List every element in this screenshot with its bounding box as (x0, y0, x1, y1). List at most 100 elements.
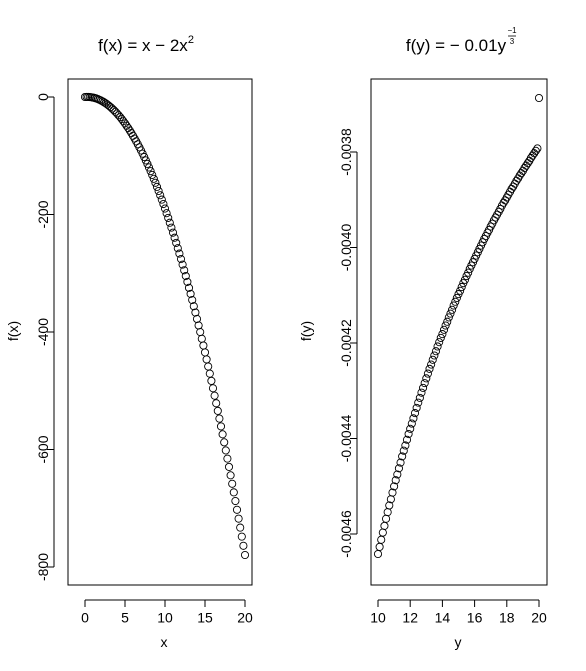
left-data-point (189, 302, 198, 311)
right-plot-panel: f(y) = − 0.01y −1 3 10 12 14 16 18 20 -0.0038… (298, 26, 548, 650)
right-plot-frame (370, 78, 548, 586)
right-y-axis: -0.0038 -0.0040 -0.0042 -0.0044 -0.0046 (338, 128, 358, 558)
left-data-point (183, 277, 192, 286)
left-x-tick-label: 10 (157, 609, 173, 625)
right-data-point (444, 313, 453, 322)
left-data-point (239, 541, 248, 550)
left-data-point (200, 348, 210, 357)
right-data-point (385, 501, 394, 510)
left-data-point (181, 271, 190, 281)
left-y-axis-label: f(x) (5, 321, 21, 341)
left-data-point (204, 362, 213, 371)
left-data-point (220, 438, 229, 447)
right-data-point (436, 333, 445, 342)
left-data-point (191, 308, 200, 317)
right-data-point (393, 470, 402, 479)
right-data-point (435, 338, 444, 347)
left-x-tick-label: 0 (81, 609, 89, 625)
left-plot-panel: f(x) = x − 2x2 0 5 10 15 20 0 -200 -400 -600 -80… (5, 34, 253, 650)
left-data-point (170, 233, 179, 242)
left-data-point (168, 228, 178, 237)
left-data-point (160, 204, 170, 213)
right-data-point (430, 351, 439, 360)
left-data-point (178, 260, 187, 269)
right-data-point (383, 508, 392, 517)
right-data-point (533, 144, 542, 153)
left-data-point (218, 430, 227, 439)
right-data-point (460, 275, 469, 284)
left-data-point (223, 454, 232, 463)
right-y-axis-label: f(y) (298, 321, 314, 341)
left-data-point (175, 249, 184, 258)
right-data-point (464, 268, 473, 277)
right-data-point (378, 528, 387, 537)
left-data-point (165, 218, 174, 227)
left-y-axis: 0 -200 -400 -600 -800 (35, 93, 55, 581)
right-x-axis-label: y (455, 634, 462, 650)
right-y-tick-label: -0.0046 (338, 510, 354, 558)
left-data-point (159, 199, 168, 209)
left-y-tick-label: -200 (35, 200, 51, 228)
left-data-point (212, 399, 221, 408)
right-data-point (446, 309, 455, 318)
right-data-point (457, 282, 466, 292)
right-y-tick-label: -0.0040 (338, 224, 354, 272)
left-x-axis: 0 5 10 15 20 (81, 599, 253, 625)
right-title-exponent-denominator: 3 (510, 37, 515, 46)
left-data-point (164, 213, 173, 222)
left-data-point (149, 174, 158, 183)
left-data-point (237, 532, 246, 541)
left-data-point (180, 266, 189, 275)
left-data-point (192, 314, 202, 324)
left-data-point (234, 514, 243, 523)
right-x-axis: 10 12 14 16 18 20 (370, 599, 547, 625)
left-data-point (194, 321, 203, 330)
left-data-point (226, 471, 235, 480)
right-data-point (394, 464, 403, 473)
right-data-point (439, 325, 449, 334)
left-data-point (229, 488, 238, 497)
left-data-point (148, 170, 157, 179)
left-data-point (188, 295, 197, 305)
right-y-tick-label: -0.0038 (338, 128, 354, 176)
left-data-point (151, 178, 160, 187)
left-data-point (157, 195, 166, 204)
left-x-tick-label: 5 (121, 609, 129, 625)
left-data-points (80, 92, 250, 560)
left-x-tick-label: 15 (197, 609, 213, 625)
right-data-point (391, 476, 400, 485)
right-data-point (380, 521, 389, 530)
right-x-tick-label: 12 (402, 609, 418, 625)
right-plot-title-exponent: −1 3 (507, 26, 517, 46)
right-data-point (375, 542, 384, 551)
left-data-point (221, 446, 230, 455)
left-data-point (208, 384, 218, 393)
left-data-point (176, 255, 186, 264)
left-data-point (236, 523, 245, 532)
right-x-tick-label: 18 (499, 609, 515, 625)
right-data-point (409, 414, 418, 423)
right-data-point (377, 535, 386, 544)
right-data-point (456, 286, 465, 295)
right-data-point (396, 458, 405, 467)
right-x-tick-label: 20 (531, 609, 547, 625)
right-data-point (452, 293, 461, 302)
right-data-point (423, 369, 432, 378)
right-data-point (449, 301, 458, 310)
left-data-point (154, 186, 163, 196)
right-data-point (422, 374, 431, 383)
right-data-point (433, 342, 442, 351)
left-y-tick-label: -600 (35, 435, 51, 463)
left-data-point (216, 422, 226, 431)
right-data-point (417, 388, 426, 397)
right-data-point (401, 441, 410, 450)
right-data-points (373, 93, 544, 559)
right-data-point (390, 482, 399, 491)
right-plot-title: f(y) = − 0.01y (406, 36, 507, 55)
right-y-tick-label: -0.0042 (338, 319, 354, 367)
left-data-point (173, 244, 182, 253)
right-data-point (388, 488, 397, 497)
left-data-point (210, 391, 219, 400)
left-plot-frame (67, 78, 253, 586)
